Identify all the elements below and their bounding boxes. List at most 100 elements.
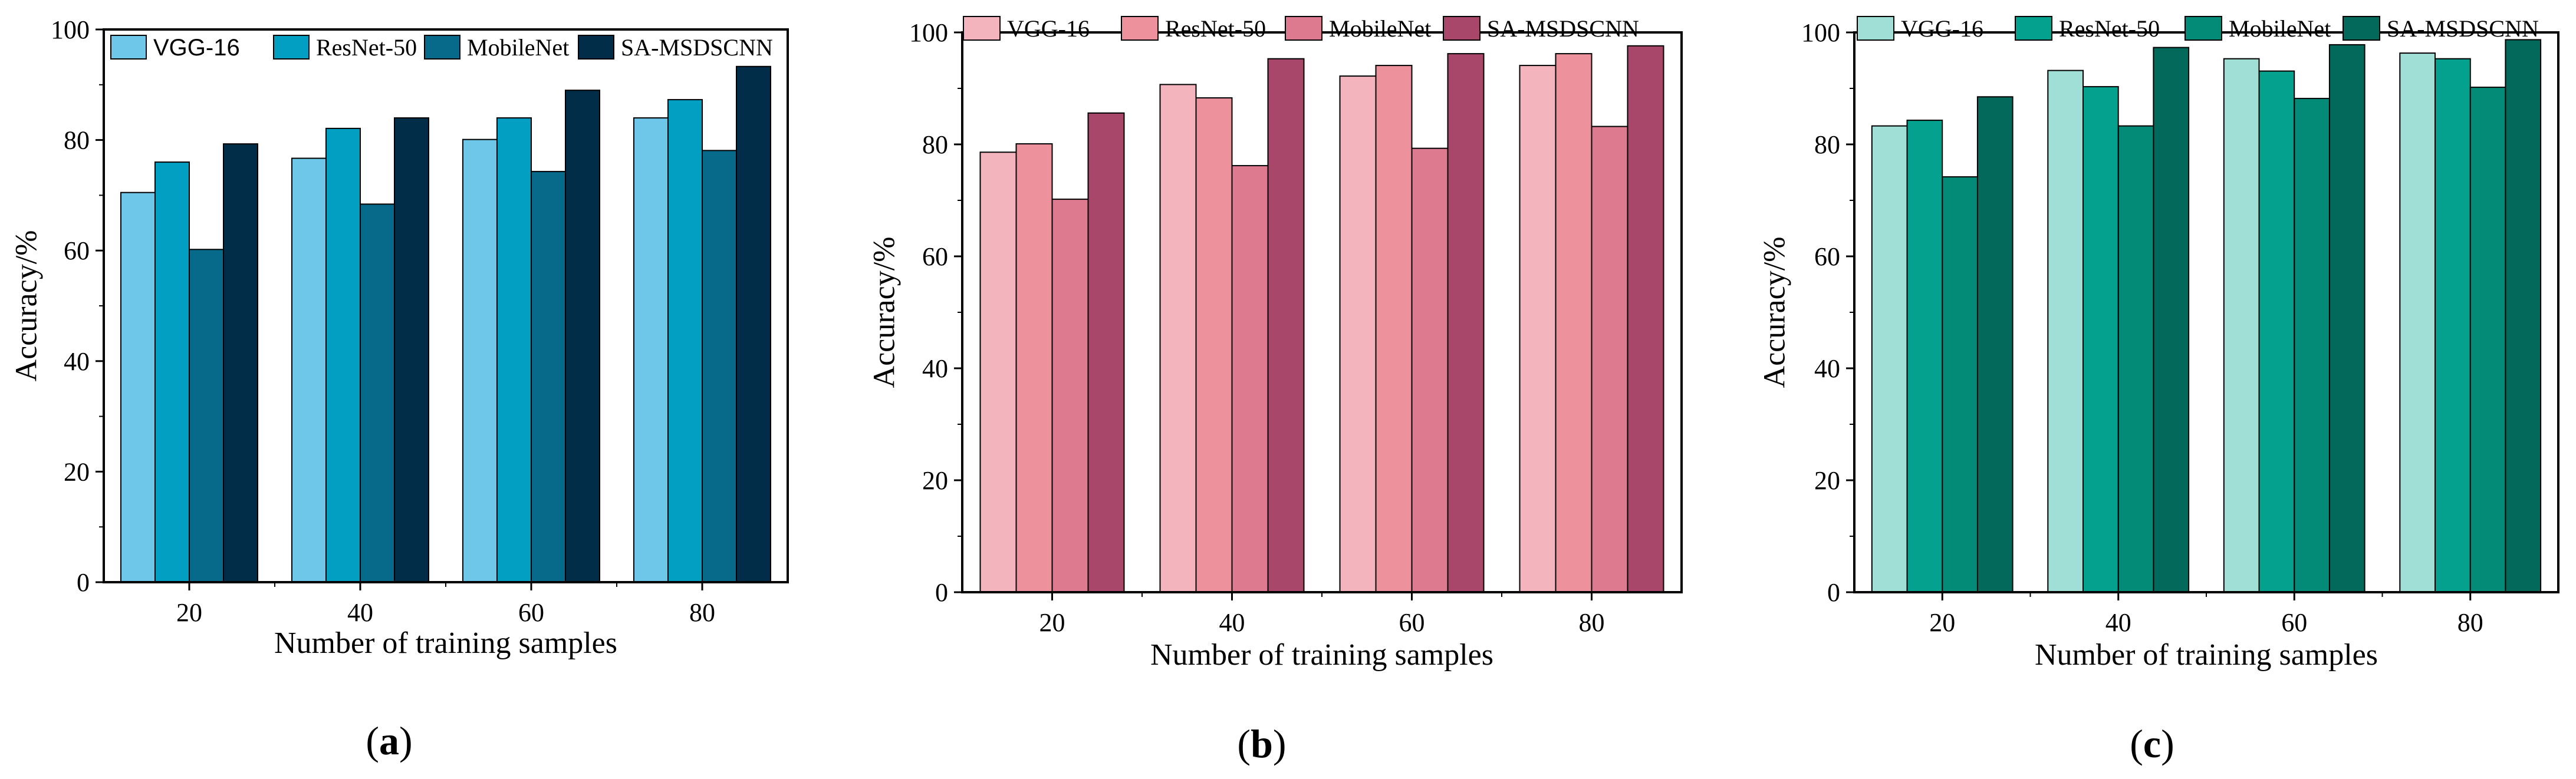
y-tick-label: 0 [935,578,948,607]
legend-label-vgg-16: VGG-16 [153,35,240,61]
bar-vgg-16-60 [1339,75,1377,593]
legend-label-resnet-50: ResNet-50 [1165,15,1266,42]
bar-mobilenet-60 [1411,147,1449,593]
legend-label-sa-msdscnn: SA-MSDSCNN [621,34,773,61]
y-tick-label: 40 [922,354,948,383]
x-tick-label: 80 [689,598,715,627]
bar-sa-msdscnn-40 [2153,47,2190,593]
bar-sa-msdscnn-80 [2505,39,2542,593]
legend-swatch-mobilenet [424,35,460,60]
legend-swatch-resnet-50 [1121,16,1159,41]
bar-sa-msdscnn-60 [2328,44,2366,593]
bar-mobilenet-60 [2294,98,2331,593]
x-tick-label: 20 [1039,608,1065,637]
y-tick-label: 40 [1814,354,1840,383]
y-tick-label: 40 [64,347,90,376]
bar-resnet-50-40 [325,127,361,583]
bar-sa-msdscnn-80 [1627,45,1664,593]
y-tick-label: 60 [1814,242,1840,271]
bar-vgg-16-40 [1159,84,1197,593]
legend-label-sa-msdscnn: SA-MSDSCNN [2387,15,2539,42]
y-axis-title: Accuracy/% [1758,237,1792,388]
bar-mobilenet-80 [1591,126,1628,593]
y-tick-label: 0 [77,568,90,597]
bar-mobilenet-40 [2117,125,2154,593]
legend-swatch-mobilenet [1285,16,1322,41]
legend-label-resnet-50: ResNet-50 [316,34,417,61]
bar-resnet-50-80 [1555,53,1593,593]
x-tick-label: 40 [1219,608,1245,637]
bar-vgg-16-60 [2223,58,2260,593]
legend-swatch-vgg-16 [1857,16,1894,41]
legend-swatch-resnet-50 [2015,16,2052,41]
y-tick-label: 20 [64,457,90,486]
legend-label-resnet-50: ResNet-50 [2059,15,2160,42]
bar-sa-msdscnn-40 [394,117,429,583]
legend-label-mobilenet: MobileNet [1329,15,1431,42]
bar-vgg-16-80 [633,117,669,583]
x-axis-title: Number of training samples [1150,638,1493,672]
legend-swatch-sa-msdscnn [1443,16,1481,41]
x-tick-label: 60 [518,598,544,627]
x-tick-label: 40 [2105,608,2131,637]
bar-sa-msdscnn-60 [1447,53,1485,593]
bar-resnet-50-20 [154,161,190,583]
legend: VGG-16 ResNet-50 MobileNet SA-MSDSCNN [963,15,1639,42]
x-tick-label: 60 [1399,608,1425,637]
bar-sa-msdscnn-40 [1267,58,1305,593]
bar-sa-msdscnn-60 [565,90,600,583]
bar-mobilenet-60 [531,171,566,583]
legend-label-vgg-16: VGG-16 [1007,15,1090,42]
legend-label-vgg-16: VGG-16 [1901,15,1983,42]
bar-mobilenet-20 [1051,199,1089,593]
y-axis-title: Accuracy/% [868,237,902,388]
legend-swatch-resnet-50 [273,35,310,60]
x-tick-label: 60 [2281,608,2307,637]
y-tick-label: 100 [1801,18,1840,47]
bar-resnet-50-60 [2258,70,2295,593]
bar-resnet-50-20 [1015,143,1053,593]
bar-vgg-16-20 [120,192,156,583]
y-tick-label: 100 [51,15,90,44]
legend: VGG-16 ResNet-50 MobileNet SA-MSDSCNN [110,34,773,61]
bar-mobilenet-80 [2469,87,2506,593]
bar-sa-msdscnn-20 [1087,112,1125,593]
y-tick-label: 60 [64,236,90,265]
legend: VGG-16 ResNet-50 MobileNet SA-MSDSCNN [1857,15,2539,42]
x-tick-label: 80 [2457,608,2483,637]
legend-swatch-sa-msdscnn [578,35,614,60]
bar-resnet-50-80 [667,99,703,583]
bar-resnet-50-60 [496,117,532,583]
bar-mobilenet-80 [702,150,737,583]
legend-swatch-mobilenet [2184,16,2222,41]
bar-sa-msdscnn-20 [223,143,258,583]
bar-vgg-16-80 [2399,52,2436,593]
chart-panel-b: 0 20 40 60 80 100 20 40 60 80 Number of training s… [868,15,1683,766]
bar-resnet-50-40 [2082,86,2119,593]
bar-vgg-16-80 [1519,65,1557,593]
bar-vgg-16-40 [2047,70,2084,593]
bar-mobilenet-40 [1231,165,1269,593]
bar-resnet-50-20 [1906,120,1943,593]
y-tick-label: 100 [909,18,948,47]
bar-mobilenet-20 [189,249,224,583]
bar-sa-msdscnn-20 [1976,96,2014,593]
bar-mobilenet-20 [1942,176,1979,593]
y-tick-label: 60 [922,242,948,271]
legend-swatch-vgg-16 [110,35,147,60]
panel-caption-c: (c) [2130,721,2174,766]
legend-label-mobilenet: MobileNet [2229,15,2331,42]
x-tick-label: 40 [347,598,373,627]
x-tick-label: 20 [176,598,202,627]
y-tick-label: 80 [64,126,90,155]
bar-resnet-50-80 [2434,58,2471,593]
bar-sa-msdscnn-80 [736,65,771,583]
bar-mobilenet-40 [360,203,395,583]
y-tick-label: 20 [1814,466,1840,495]
x-axis-title: Number of training samples [2035,638,2378,672]
legend-swatch-sa-msdscnn [2343,16,2380,41]
x-tick-label: 80 [1579,608,1605,637]
bar-vgg-16-40 [291,157,327,583]
panel-caption-b: (b) [1237,721,1286,766]
